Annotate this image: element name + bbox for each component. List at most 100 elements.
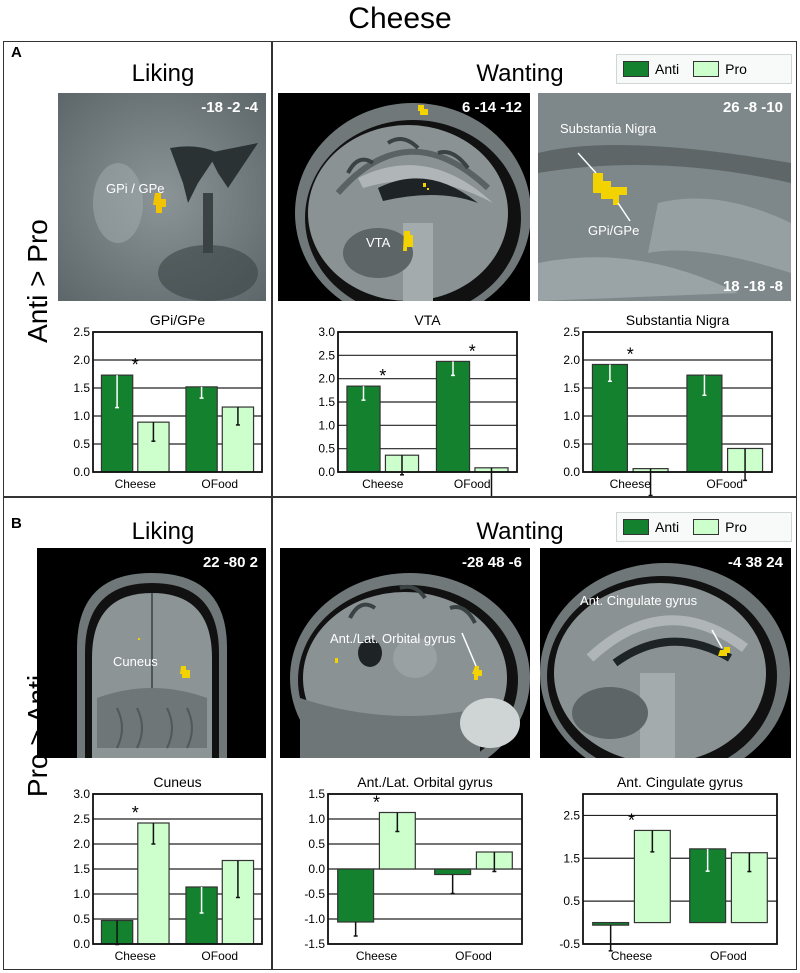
panel-b	[3, 496, 797, 970]
y-tick-label: 2.5	[563, 325, 580, 339]
chart-title: Ant. Cingulate gyrus	[617, 774, 743, 790]
bar-chart: Cuneus 0.0 0.5 1.0 1.5 2.0 2.5 3.0 * Cheese OFood	[73, 774, 263, 963]
x-category-label: OFood	[454, 477, 491, 491]
x-category-label: OFood	[710, 949, 747, 963]
panel-a-side-label: Anti > Pro	[22, 219, 53, 343]
y-tick-label: -0.5	[304, 887, 325, 901]
y-tick-label: 0.0	[308, 862, 325, 876]
bar-chart: Ant. Cingulate gyrus -0.5 0.5 1.5 2.5 * Cheese…	[559, 774, 778, 963]
legend-anti-label: Anti	[655, 61, 680, 77]
figure-title: Cheese	[348, 2, 452, 35]
bar-anti	[435, 360, 471, 473]
y-tick-label: 0.5	[73, 912, 90, 926]
y-tick-label: 1.5	[563, 381, 580, 395]
coordinate-label-secondary: 18 -18 -8	[722, 278, 783, 295]
brain-image-cingulate-sagittal: -4 38 24 Ant. Cingulate gyrus	[540, 548, 791, 758]
y-tick-label: 1.5	[73, 862, 90, 876]
y-tick-label: 2.0	[73, 837, 90, 851]
plot-frame	[92, 793, 263, 945]
panel-a-divider	[271, 41, 273, 498]
significance-asterisk: *	[628, 810, 635, 830]
y-tick-label: 1.0	[318, 418, 335, 432]
x-category-label: Cheese	[115, 477, 157, 491]
y-tick-label: 1.5	[73, 381, 90, 395]
region-label-cuneus: Cuneus	[113, 654, 158, 669]
coordinate-label: 22 -80 2	[202, 554, 258, 571]
coordinate-label: -4 38 24	[727, 554, 783, 571]
x-category-label: OFood	[201, 949, 238, 963]
y-tick-label: 0.0	[318, 465, 335, 479]
significance-asterisk: *	[132, 355, 139, 375]
significance-asterisk: *	[627, 344, 634, 364]
bar-anti	[434, 868, 472, 876]
region-label-gpi: GPi/GPe	[588, 223, 640, 238]
legend-pro-swatch	[693, 61, 720, 77]
y-tick-label: 3.0	[73, 787, 90, 801]
chart-title: Ant./Lat. Orbital gyrus	[357, 774, 492, 790]
chart-orbital-gyrus: Ant./Lat. Orbital gyrus -1.5 -1.0 -0.5 0.0 0.…	[290, 772, 530, 968]
plot-frame	[92, 331, 263, 473]
chart-cingulate-gyrus: Ant. Cingulate gyrus -0.5 0.5 1.5 2.5 * Cheese…	[545, 772, 785, 968]
chart-title: Cuneus	[153, 774, 201, 790]
brain-scan-graphic	[290, 573, 530, 758]
panel-b-liking-title: Liking	[131, 518, 195, 545]
brain-scan-graphic	[538, 93, 791, 301]
chart-title: GPi/GPe	[150, 312, 205, 328]
brain-image-sn-zoom: 26 -8 -10 18 -18 -8 Substantia Nigra GPi…	[538, 93, 791, 301]
y-tick-label: 2.0	[563, 353, 580, 367]
significance-asterisk: *	[469, 341, 476, 361]
y-tick-label: 1.0	[73, 887, 90, 901]
y-tick-label: 1.5	[563, 851, 580, 865]
coordinate-label: 26 -8 -10	[722, 99, 783, 116]
y-tick-label: 0.0	[73, 937, 90, 951]
x-category-label: OFood	[706, 477, 743, 491]
y-tick-label: 1.0	[308, 812, 325, 826]
panel-a-legend: Anti Pro	[616, 54, 792, 84]
panel-a-wanting-title: Wanting	[476, 60, 564, 87]
region-label-substantia-nigra: Substantia Nigra	[560, 121, 657, 136]
y-tick-label: -1.0	[304, 912, 325, 926]
bar-chart: GPi/GPe 0.0 0.5 1.0 1.5 2.0 2.5 * Cheese OFood	[73, 312, 263, 491]
panel-b-divider	[271, 496, 273, 970]
bar-chart: VTA 0.0 0.5 1.0 1.5 2.0 2.5 3.0 * Cheese * OFood	[318, 312, 518, 501]
bar-chart: Substantia Nigra 0.0 0.5 1.0 1.5 2.0 2.5 * Chees…	[563, 312, 773, 497]
legend-pro-label: Pro	[725, 61, 747, 77]
panel-b-wanting-title: Wanting	[476, 518, 564, 545]
y-tick-label: 0.5	[73, 437, 90, 451]
y-tick-label: 2.0	[318, 372, 335, 386]
bar-chart: Ant./Lat. Orbital gyrus -1.5 -1.0 -0.5 0.0 0.…	[304, 774, 523, 963]
y-tick-label: 3.0	[318, 325, 335, 339]
panel-a-liking-title: Liking	[131, 60, 195, 87]
panel-a	[3, 41, 797, 498]
bar-anti	[185, 386, 218, 473]
region-label-gpi: GPi / GPe	[106, 181, 165, 196]
brain-scan-graphic	[540, 563, 790, 758]
coordinate-label: -28 48 -6	[461, 554, 522, 571]
panel-b-letter: B	[11, 515, 22, 532]
y-tick-label: 1.0	[73, 409, 90, 423]
y-tick-label: -0.5	[559, 937, 580, 951]
chart-vta: VTA 0.0 0.5 1.0 1.5 2.0 2.5 3.0 * Cheese * OFood	[300, 310, 525, 501]
y-tick-label: 1.5	[308, 787, 325, 801]
plot-frame	[582, 331, 773, 473]
y-tick-label: 0.0	[563, 465, 580, 479]
y-tick-label: 1.5	[318, 395, 335, 409]
x-category-label: Cheese	[362, 477, 404, 491]
brain-scan-graphic	[295, 103, 530, 301]
legend-anti-swatch	[623, 519, 649, 535]
panel-a-letter: A	[11, 44, 22, 61]
chart-title: Substantia Nigra	[626, 312, 730, 328]
legend-anti-label: Anti	[655, 519, 680, 535]
x-category-label: OFood	[455, 949, 492, 963]
y-tick-label: -1.5	[304, 937, 325, 951]
y-tick-label: 2.5	[73, 325, 90, 339]
y-tick-label: 0.5	[308, 837, 325, 851]
panel-b-legend: Anti Pro	[616, 512, 792, 542]
coordinate-label: -18 -2 -4	[201, 99, 258, 116]
x-category-label: Cheese	[611, 949, 653, 963]
y-tick-label: 0.0	[73, 465, 90, 479]
chart-substantia-nigra: Substantia Nigra 0.0 0.5 1.0 1.5 2.0 2.5 * Chees…	[545, 310, 780, 497]
chart-cuneus: Cuneus 0.0 0.5 1.0 1.5 2.0 2.5 3.0 * Cheese OFood	[55, 772, 270, 968]
brain-image-cuneus-coronal: 22 -80 2 Cuneus	[37, 548, 266, 758]
y-tick-label: 2.5	[563, 808, 580, 822]
